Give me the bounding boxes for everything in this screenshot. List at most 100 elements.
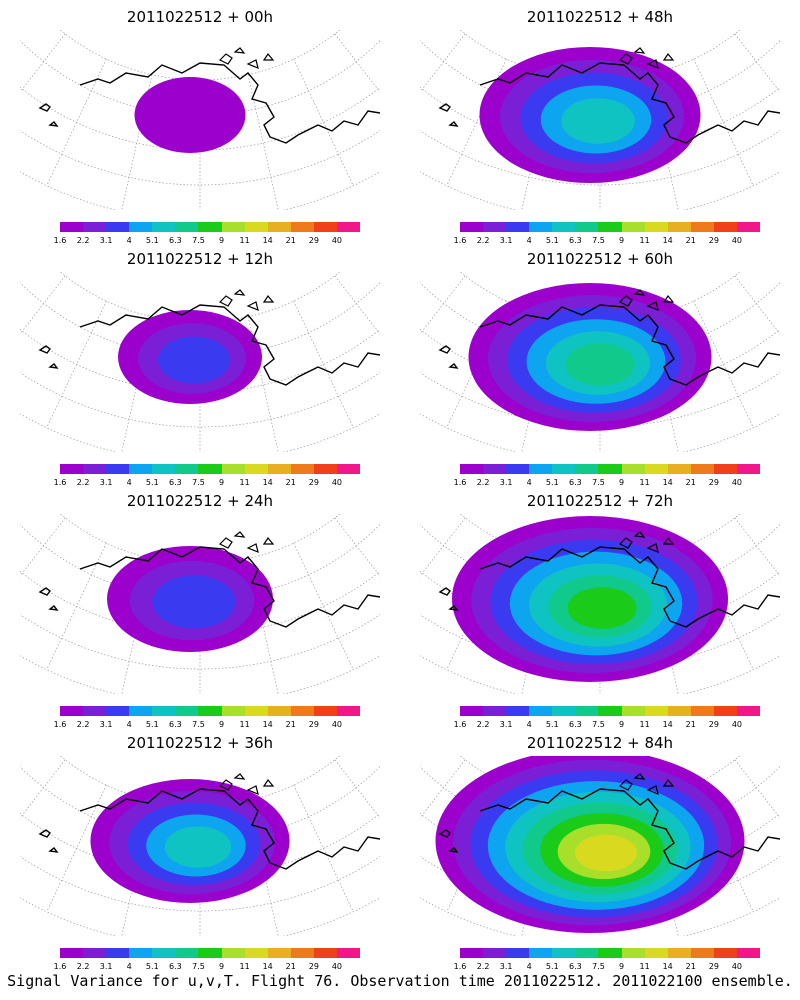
longitude-gridline bbox=[693, 300, 754, 428]
colorbar-tick-label: 1.6 bbox=[453, 720, 467, 729]
colorbar-swatch bbox=[690, 706, 714, 716]
latitude-gridline bbox=[420, 328, 780, 393]
colorbar-swatch bbox=[483, 464, 507, 474]
colorbar-swatch bbox=[175, 706, 199, 716]
colorbar-tick-label: 21 bbox=[685, 478, 696, 487]
colorbar-swatch bbox=[690, 222, 714, 232]
colorbar-swatch bbox=[60, 706, 84, 716]
panel-title: 2011022512 + 00h bbox=[126, 8, 274, 26]
map-panel: 2011022512 + 84h 1.6 2.2 3.1 4 5.1 6.3 7.5 9 11 14… bbox=[400, 726, 800, 971]
longitude-gridline bbox=[46, 300, 107, 428]
colorbar-tick-label: 7.5 bbox=[592, 962, 605, 971]
colorbar-swatch bbox=[667, 464, 691, 474]
colorbar-tick-label: 7.5 bbox=[592, 478, 605, 487]
colorbar-swatch bbox=[267, 222, 291, 232]
colorbar-swatch bbox=[198, 948, 222, 958]
colorbar-swatch bbox=[483, 706, 507, 716]
longitude-gridline bbox=[247, 74, 279, 210]
colorbar-tick-label: 7.5 bbox=[192, 720, 205, 729]
colorbar-tick-label: 4 bbox=[526, 236, 532, 245]
longitude-gridline bbox=[420, 514, 430, 573]
longitude-gridline bbox=[770, 514, 780, 573]
colorbar-tick-label: 7.5 bbox=[592, 720, 605, 729]
colorbar-tick-label: 1.6 bbox=[53, 962, 67, 971]
panel-title: 2011022512 + 36h bbox=[126, 734, 274, 752]
panel-title: 2011022512 + 72h bbox=[526, 492, 674, 510]
colorbar-ticks: 1.6 2.2 3.1 4 5.1 6.3 7.5 9 11 14 21 29 40 bbox=[454, 236, 760, 248]
colorbar-swatch bbox=[644, 706, 668, 716]
colorbar-swatch bbox=[129, 948, 153, 958]
longitude-gridline bbox=[247, 316, 279, 452]
colorbar-tick-label: 9 bbox=[618, 478, 625, 487]
colorbar-swatch bbox=[129, 222, 153, 232]
arctic-islands bbox=[218, 47, 275, 69]
colorbar-swatch bbox=[667, 948, 691, 958]
colorbar-swatch bbox=[690, 464, 714, 474]
longitude-gridline bbox=[370, 30, 380, 89]
colorbar-swatch bbox=[506, 222, 530, 232]
colorbar-tick-label: 9 bbox=[218, 720, 225, 729]
map-panel: 2011022512 + 12h 1.6 2.2 3.1 4 5.1 6.3 7.5 9 11 14… bbox=[0, 242, 400, 487]
colorbar bbox=[460, 706, 761, 716]
colorbar-swatch bbox=[575, 706, 599, 716]
longitude-gridline bbox=[20, 33, 66, 93]
longitude-gridline bbox=[420, 272, 430, 331]
latitude-gridline bbox=[420, 86, 780, 151]
longitude-gridline bbox=[293, 300, 354, 428]
colorbar-swatch bbox=[644, 222, 668, 232]
colorbar-tick-label: 2.2 bbox=[476, 720, 490, 729]
colorbar-tick-label: 1.6 bbox=[453, 962, 467, 971]
colorbar-swatch bbox=[575, 464, 599, 474]
colorbar-tick-label: 9 bbox=[618, 962, 625, 971]
colorbar-swatch bbox=[244, 948, 268, 958]
colorbar-tick-label: 11 bbox=[239, 478, 250, 487]
colorbar-tick-label: 3.1 bbox=[499, 962, 513, 971]
latitude-gridline bbox=[20, 570, 380, 635]
colorbar-swatch bbox=[152, 464, 176, 474]
polar-map bbox=[420, 514, 780, 694]
colorbar-tick-label: 5.1 bbox=[145, 478, 159, 487]
colorbar-swatch bbox=[313, 222, 337, 232]
coastline bbox=[38, 304, 380, 386]
colorbar-swatch bbox=[221, 948, 245, 958]
longitude-gridline bbox=[334, 275, 380, 335]
colorbar-tick-label: 1.6 bbox=[453, 478, 467, 487]
colorbar-swatch bbox=[198, 464, 222, 474]
colorbar-tick-label: 40 bbox=[331, 962, 343, 971]
colorbar bbox=[60, 948, 361, 958]
colorbar-swatch bbox=[460, 706, 484, 716]
colorbar-tick-label: 2.2 bbox=[476, 478, 490, 487]
colorbar-tick-label: 21 bbox=[285, 962, 296, 971]
longitude-gridline bbox=[420, 756, 430, 815]
longitude-gridline bbox=[420, 30, 430, 89]
arctic-islands bbox=[618, 773, 675, 795]
colorbar-tick-label: 5.1 bbox=[545, 720, 559, 729]
colorbar-tick-label: 9 bbox=[618, 720, 625, 729]
colorbar-swatch bbox=[575, 222, 599, 232]
colorbar-tick-label: 9 bbox=[218, 236, 225, 245]
longitude-gridline bbox=[420, 33, 466, 93]
colorbar-tick-label: 4 bbox=[126, 236, 132, 245]
colorbar-swatch bbox=[175, 464, 199, 474]
colorbar-swatch bbox=[575, 948, 599, 958]
colorbar-tick-label: 4 bbox=[126, 478, 132, 487]
longitude-gridline bbox=[46, 542, 107, 670]
colorbar-ticks: 1.6 2.2 3.1 4 5.1 6.3 7.5 9 11 14 21 29 40 bbox=[54, 478, 360, 490]
colorbar-swatch bbox=[336, 222, 361, 232]
colorbar-swatch bbox=[598, 464, 622, 474]
colorbar-tick-label: 40 bbox=[731, 720, 743, 729]
variance-contour bbox=[158, 336, 230, 384]
colorbar-swatch bbox=[313, 948, 337, 958]
polar-map bbox=[420, 272, 780, 452]
colorbar-tick-label: 21 bbox=[685, 962, 696, 971]
colorbar-tick-label: 14 bbox=[662, 720, 673, 729]
colorbar-tick-label: 2.2 bbox=[76, 236, 90, 245]
colorbar-swatch bbox=[644, 948, 668, 958]
colorbar-tick-label: 2.2 bbox=[476, 236, 490, 245]
latitude-gridline bbox=[20, 328, 380, 393]
panel-title: 2011022512 + 60h bbox=[526, 250, 674, 268]
colorbar-tick-label: 5.1 bbox=[545, 236, 559, 245]
colorbar-swatch bbox=[529, 948, 553, 958]
colorbar-swatch bbox=[60, 948, 84, 958]
colorbar bbox=[60, 706, 361, 716]
